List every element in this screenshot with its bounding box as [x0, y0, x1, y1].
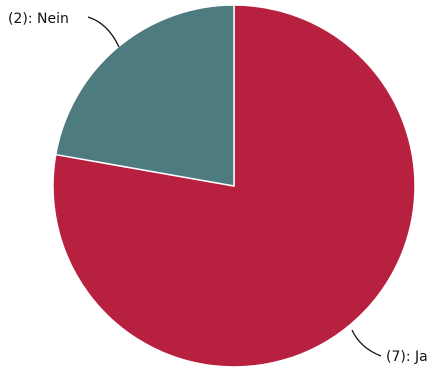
leader-line-ja	[351, 329, 382, 357]
pie-slices	[52, 4, 416, 368]
slice-label-ja: (7): Ja	[386, 349, 428, 365]
pie-slice-nein	[55, 4, 235, 187]
leader-line-nein	[87, 16, 120, 48]
slice-label-nein: (2): Nein	[8, 11, 69, 27]
pie-slice-ja	[52, 4, 416, 368]
